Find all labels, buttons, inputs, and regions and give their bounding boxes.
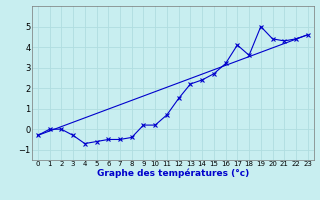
X-axis label: Graphe des températures (°c): Graphe des températures (°c) [97,169,249,178]
